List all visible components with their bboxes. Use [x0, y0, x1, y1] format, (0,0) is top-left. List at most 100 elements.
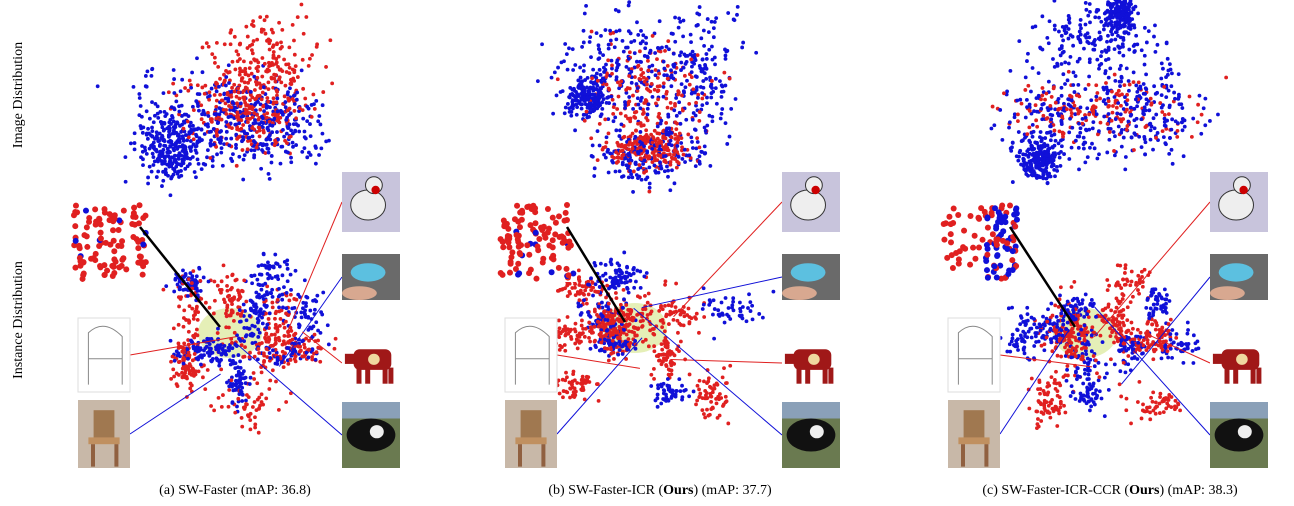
scatter-point [188, 386, 193, 391]
scatter-point [634, 128, 638, 133]
scatter-point [266, 87, 271, 91]
scatter-point [1203, 123, 1208, 128]
scatter-point [628, 308, 633, 312]
scatter-point [649, 384, 654, 388]
scatter-point [629, 80, 634, 85]
scatter-point [248, 138, 253, 143]
scatter-point [236, 305, 241, 310]
scatter-point [1065, 78, 1070, 83]
scatter-point [639, 95, 644, 100]
thumb-shape [782, 402, 840, 419]
scatter-point [250, 341, 255, 345]
scatter-point [635, 268, 640, 273]
scatter-point [275, 298, 280, 302]
scatter-point [616, 352, 621, 357]
thumbnail [342, 340, 400, 386]
scatter-point [683, 85, 688, 90]
scatter-point [174, 164, 179, 169]
scatter-point [676, 330, 680, 335]
scatter-point [664, 44, 669, 49]
scatter-point [163, 167, 168, 172]
scatter-point [189, 85, 194, 90]
scatter-point [694, 85, 699, 90]
scatter-point [222, 42, 227, 47]
scatter-point [1038, 135, 1042, 139]
scatter-point [612, 156, 616, 160]
scatter-point [256, 64, 261, 69]
scatter-point [238, 57, 242, 61]
scatter-point [264, 115, 269, 120]
scatter-point [1166, 88, 1171, 93]
scatter-point [576, 301, 581, 306]
scatter-point [189, 372, 194, 377]
scatter-point [1144, 87, 1149, 92]
scatter-point [173, 125, 178, 130]
scatter-point [302, 129, 307, 134]
scatter-point [181, 147, 186, 152]
scatter-point [735, 12, 739, 17]
scatter-point [187, 162, 192, 166]
scatter-point [719, 94, 724, 99]
scatter-point [256, 347, 261, 351]
scatter-point [1040, 86, 1045, 90]
zoom-point [507, 258, 514, 265]
scatter-point [161, 128, 166, 133]
scatter-point [198, 289, 203, 293]
scatter-point [642, 79, 647, 84]
scatter-point [583, 378, 588, 383]
scatter-point [587, 320, 592, 325]
scatter-point [270, 130, 275, 135]
scatter-point [579, 303, 583, 308]
scatter-point [301, 300, 306, 305]
scatter-point [1059, 62, 1064, 66]
scatter-point [266, 80, 271, 85]
scatter-point [633, 161, 638, 166]
scatter-point [219, 129, 223, 133]
scatter-point [255, 69, 260, 73]
scatter-point [236, 52, 241, 57]
scatter-point [202, 353, 206, 358]
scatter-point [224, 69, 228, 73]
scatter-point [227, 388, 232, 392]
scatter-point [618, 83, 623, 88]
scatter-point [230, 286, 234, 290]
scatter-point [710, 119, 715, 124]
scatter-point [172, 358, 177, 363]
zoom-point [505, 239, 512, 246]
scatter-point [143, 148, 148, 153]
scatter-point [216, 350, 221, 355]
scatter-point [226, 99, 231, 104]
scatter-point [175, 282, 180, 287]
scatter-point [590, 76, 594, 81]
scatter-point [274, 73, 278, 77]
scatter-point [591, 82, 596, 86]
scatter-point [663, 341, 667, 346]
scatter-point [299, 310, 304, 315]
scatter-point [611, 321, 615, 325]
scatter-point [277, 309, 282, 314]
scatter-point [275, 329, 280, 334]
scatter-point [256, 430, 261, 435]
scatter-point [596, 398, 601, 403]
scatter-point [314, 98, 319, 103]
thumbnail [342, 402, 400, 468]
thumb-shape [808, 353, 820, 365]
scatter-point [181, 324, 186, 329]
scatter-point [269, 332, 274, 337]
scatter-point [665, 73, 669, 78]
scatter-point [657, 352, 661, 357]
scatter-point [675, 159, 680, 164]
scatter-point [266, 339, 271, 344]
scatter-point [1203, 96, 1208, 101]
scatter-point [697, 110, 702, 114]
scatter-point [1083, 87, 1088, 91]
scatter-point [620, 174, 624, 179]
scatter-point [669, 84, 674, 89]
scatter-point [216, 326, 220, 331]
scatter-point [176, 322, 181, 327]
scatter-point [1059, 33, 1064, 38]
scatter-point [597, 143, 602, 148]
scatter-point [618, 302, 623, 307]
scatter-point [696, 92, 701, 97]
scatter-point [248, 332, 253, 337]
